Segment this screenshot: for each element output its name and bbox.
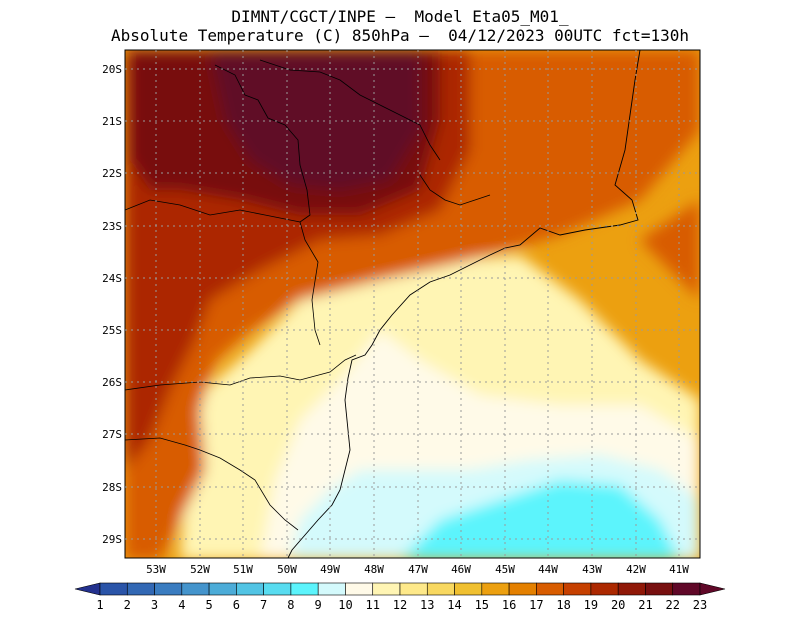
colorbar-label: 12 [392,598,408,612]
lon-label: 42W [626,563,646,576]
lon-label: 44W [538,563,558,576]
colorbar-label: 2 [123,598,131,612]
colorbar-swatch [181,582,210,596]
colorbar-label: 15 [474,598,490,612]
graticule [125,50,700,558]
lon-label: 46W [451,563,471,576]
lon-label: 50W [277,563,297,576]
lat-label: 25S [102,324,122,337]
colorbar-label: 13 [420,598,435,612]
colorbar-label: 8 [287,598,295,612]
colorbar-label: 6 [232,598,240,612]
lon-label: 53W [146,563,166,576]
colorbar-label: 4 [178,598,186,612]
colorbar-swatch [154,582,183,596]
colorbar-swatch [672,582,701,596]
map-frame [124,49,701,559]
colorbar-swatch [263,582,292,596]
lon-label: 52W [190,563,210,576]
colorbar-swatch [345,582,374,596]
colorbar-swatch [454,582,483,596]
colorbar-label: 7 [260,598,268,612]
lat-label: 27S [102,428,122,441]
title-line-2: Absolute Temperature (C) 850hPa – 04/12/… [111,26,689,45]
colorbar-swatch [317,582,346,596]
lat-label: 21S [102,115,122,128]
colorbar-swatch [236,582,264,596]
lon-label: 47W [408,563,428,576]
colorbar-swatch [126,582,155,596]
colorbar-swatch [645,582,674,596]
colorbar-swatch [290,582,319,596]
lon-label: 43W [582,563,602,576]
lon-label: 45W [495,563,515,576]
lon-label: 49W [320,563,340,576]
band-warm-east [640,200,700,300]
colorbar-swatch [536,582,564,596]
colorbar-swatch [208,582,237,596]
colorbar-swatch [426,582,455,596]
lon-label: 41W [669,563,689,576]
lon-label: 51W [233,563,253,576]
lat-label: 29S [102,533,122,546]
colorbar-label: 21 [638,598,653,612]
band-extreme-north [210,50,420,190]
lat-label: 23S [102,220,122,233]
lat-label: 20S [102,63,122,76]
colorbar-label: 16 [501,598,517,612]
colorbar-label: 5 [205,598,213,612]
colorbar [74,582,726,596]
colorbar-label: 11 [365,598,380,612]
state-borders [125,59,491,531]
colorbar-swatch [399,582,428,596]
coastline [287,50,641,558]
colorbar-label: 19 [583,598,599,612]
colorbar-swatch [99,582,128,596]
colorbar-swatch [372,582,401,596]
colorbar-swatch [481,582,510,596]
colorbar-label: 3 [150,598,159,612]
lat-label: 26S [102,376,122,389]
colorbar-high-arrow [699,582,726,596]
colorbar-swatch [563,582,592,596]
colorbar-label: 17 [529,598,544,612]
band-coldest-sea [402,480,679,558]
lat-label: 28S [102,481,122,494]
title-line-1: DIMNT/CGCT/INPE – Model Eta05_M01_ [231,7,569,26]
lat-label: 24S [102,272,122,285]
colorbar-swatch [508,582,537,596]
colorbar-label: 22 [665,598,680,612]
colorbar-label: 23 [692,598,708,612]
colorbar-swatch [617,582,646,596]
lat-label: 22S [102,167,122,180]
colorbar-low-arrow [74,582,101,596]
lon-label: 48W [364,563,384,576]
colorbar-label: 14 [447,598,462,612]
colorbar-label: 1 [96,598,104,612]
colorbar-swatch [590,582,619,596]
colorbar-label: 9 [314,598,322,612]
colorbar-label: 18 [556,598,571,612]
temperature-field [125,50,700,558]
colorbar-label: 10 [338,598,353,612]
colorbar-label: 20 [610,598,626,612]
